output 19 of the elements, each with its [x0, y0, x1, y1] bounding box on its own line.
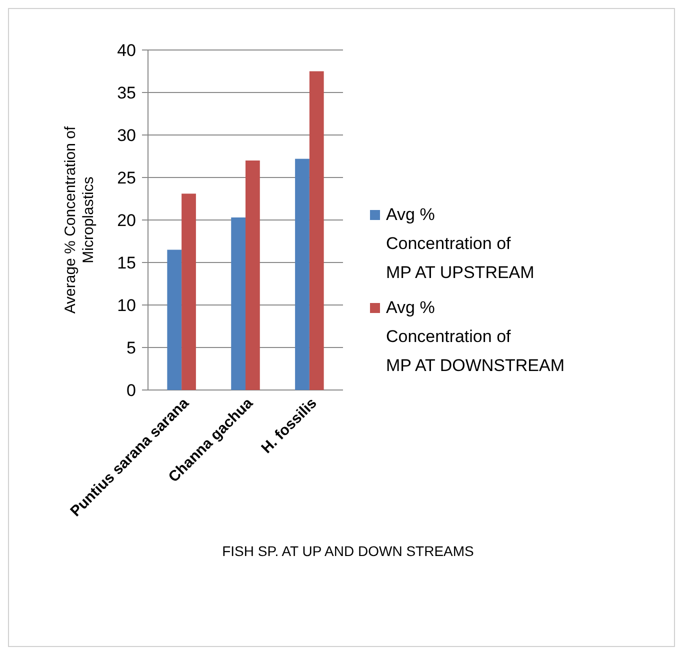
bar — [182, 194, 196, 390]
x-axis-title: FISH SP. AT UP AND DOWN STREAMS — [222, 543, 474, 559]
y-tick-label: 15 — [117, 253, 136, 272]
bar — [246, 160, 260, 390]
y-tick-label: 40 — [117, 40, 136, 60]
y-tick-label: 0 — [126, 380, 136, 400]
bar — [231, 217, 246, 390]
legend-label: Avg % Concentration of MP AT DOWNSTREAM — [386, 298, 565, 375]
y-tick-label: 10 — [117, 296, 136, 315]
y-tick-label: 5 — [126, 338, 136, 358]
bar — [295, 158, 310, 390]
y-tick-label: 30 — [117, 126, 136, 145]
y-tick-label: 25 — [117, 168, 136, 188]
y-tick-label: 35 — [117, 83, 136, 102]
y-axis-title: Average % Concentration of Microplastics — [62, 126, 97, 314]
legend-label: Avg % Concentration of MP AT UPSTREAM — [386, 205, 534, 282]
bar — [167, 250, 182, 390]
bar — [309, 71, 324, 390]
y-tick-label: 20 — [117, 210, 136, 230]
